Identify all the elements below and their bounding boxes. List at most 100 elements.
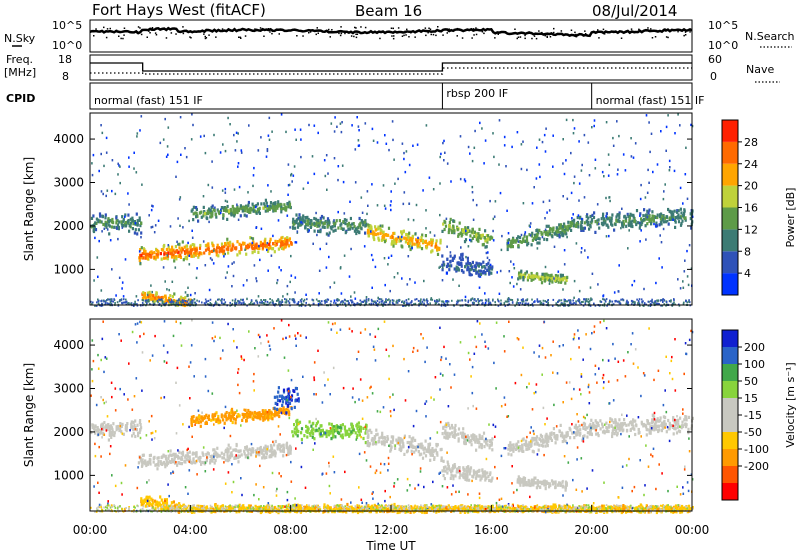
echo-cell — [347, 227, 350, 231]
nsearch-dot — [355, 27, 357, 29]
echo-cell — [322, 222, 325, 226]
echo-cell — [640, 222, 643, 226]
echo-cell — [237, 456, 240, 460]
echo-cell — [203, 251, 206, 255]
echo-cell — [319, 219, 322, 223]
ground-cell — [414, 302, 417, 305]
echo-cell — [475, 435, 478, 439]
echo-cell — [312, 432, 315, 436]
echo-cell — [451, 256, 455, 260]
nsearch-dot — [448, 28, 450, 30]
cpid-segment-label: normal (fast) 151 IF — [94, 94, 203, 107]
echo-cell — [436, 453, 439, 457]
echo-cell — [223, 245, 226, 249]
echo-cell — [170, 453, 173, 457]
noise-cell — [121, 226, 124, 229]
echo-cell — [115, 216, 118, 220]
echo-cell — [333, 224, 336, 228]
ground-cell — [662, 301, 664, 303]
echo-cell — [288, 396, 291, 401]
noise-cell — [605, 235, 608, 238]
ground-cell — [221, 301, 223, 304]
noise-cell — [325, 242, 328, 245]
ground-cell — [608, 303, 610, 305]
ground-cell — [110, 298, 112, 301]
echo-cell — [134, 228, 137, 232]
echo-cell — [374, 228, 377, 232]
echo-cell — [142, 499, 145, 503]
echo-cell — [161, 462, 164, 466]
echo-cell — [394, 446, 397, 450]
echo-cell — [376, 432, 379, 436]
echo-cell — [400, 447, 403, 451]
noise-cell — [267, 269, 269, 272]
echo-cell — [321, 434, 324, 438]
noise-cell — [548, 282, 551, 285]
echo-cell — [124, 224, 127, 228]
echo-cell — [487, 234, 490, 238]
echo-cell — [158, 501, 161, 505]
echo-cell — [464, 436, 467, 440]
ground-cell — [378, 301, 381, 304]
noise-cell — [632, 156, 635, 159]
ground-cell — [527, 302, 530, 305]
echo-cell — [477, 274, 481, 278]
echo-cell — [360, 227, 363, 231]
echo-cell — [265, 452, 269, 456]
noise-cell — [221, 189, 224, 192]
echo-cell — [91, 423, 94, 427]
echo-cell — [449, 426, 452, 430]
noise-cell — [688, 244, 691, 247]
ground-cell — [686, 301, 688, 304]
echo-cell — [175, 299, 178, 303]
echo-cell — [198, 251, 201, 255]
echo-cell — [265, 455, 268, 459]
echo-cell — [450, 230, 454, 234]
ground-cell — [588, 300, 591, 303]
echo-cell — [652, 217, 655, 221]
noise-cell — [442, 141, 444, 145]
echo-cell — [95, 217, 98, 221]
nsearch-dot — [115, 29, 118, 32]
echo-cell — [165, 247, 168, 252]
ground-cell — [231, 299, 234, 302]
noise-cell — [577, 214, 580, 217]
echo-cell — [285, 395, 288, 400]
ground-cell — [660, 304, 662, 307]
echo-cell — [155, 252, 158, 257]
echo-cell — [468, 272, 471, 276]
noise-cell — [295, 138, 297, 141]
ground-cell — [229, 304, 231, 307]
echo-cell — [577, 225, 580, 229]
nsearch-dot — [425, 34, 427, 37]
ground-cell — [181, 299, 184, 302]
echo-cell — [173, 255, 176, 259]
echo-cell — [186, 454, 190, 458]
ground-cell — [599, 300, 602, 303]
echo-cell — [508, 244, 511, 248]
echo-cell — [111, 428, 114, 432]
ground-cell — [547, 303, 549, 305]
echo-cell — [141, 256, 144, 260]
noise-cell — [640, 183, 642, 187]
echo-cell — [681, 219, 684, 223]
ground-cell — [92, 301, 94, 304]
nsearch-dot — [309, 31, 312, 33]
noise-cell — [227, 116, 229, 120]
echo-cell — [179, 248, 182, 252]
ground-cell — [688, 301, 691, 304]
echo-cell — [590, 218, 593, 222]
noise-cell — [659, 234, 661, 237]
echo-cell — [286, 400, 289, 404]
ground-cell — [191, 300, 193, 303]
echo-cell — [410, 449, 413, 453]
echo-cell — [201, 460, 204, 465]
ground-cell — [95, 304, 98, 307]
ground-cell — [425, 304, 427, 307]
nsearch-dot — [215, 36, 217, 38]
echo-cell — [283, 239, 286, 244]
echo-cell — [465, 262, 468, 266]
ground-cell — [688, 299, 690, 302]
echo-cell — [238, 207, 241, 211]
echo-cell — [288, 401, 292, 405]
